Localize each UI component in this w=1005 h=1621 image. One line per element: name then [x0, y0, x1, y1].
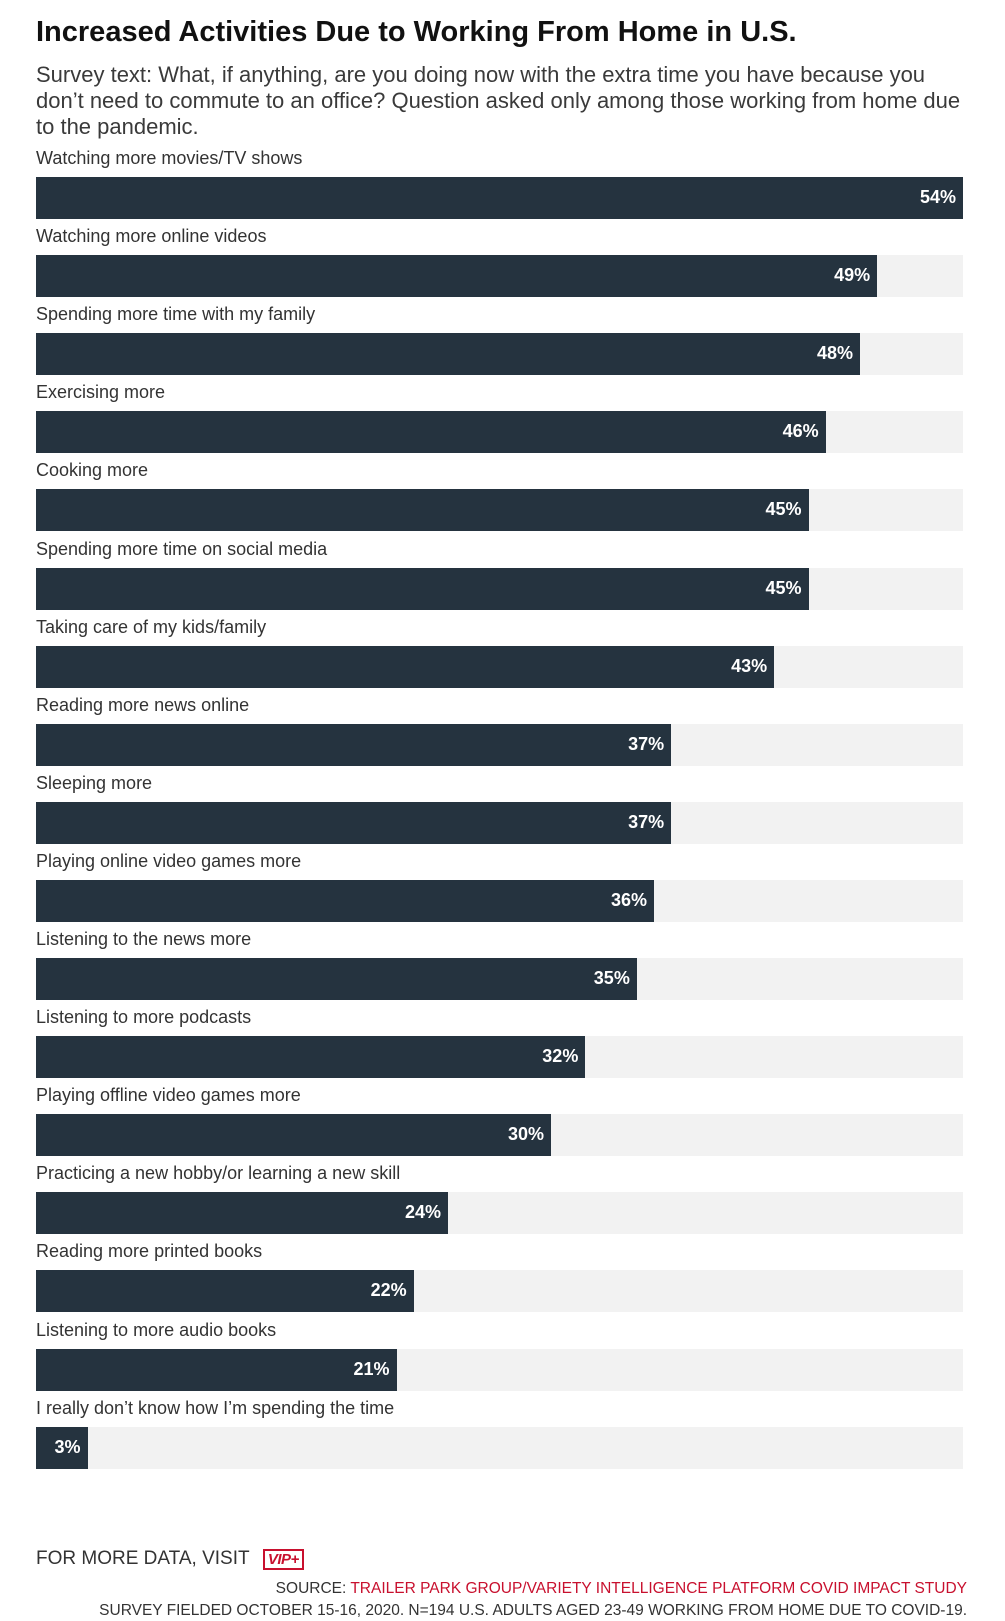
source-prefix: SOURCE:	[275, 1580, 347, 1597]
bar-track: 3%	[36, 1426, 963, 1469]
bar: 54%	[36, 177, 963, 219]
bar-value-label: 24%	[404, 1202, 441, 1223]
bar-category-label: I really don’t know how I’m spending the…	[36, 1397, 395, 1418]
bar-value-label: 48%	[816, 343, 853, 364]
bar-value-label: 54%	[919, 187, 956, 207]
bar: 21%	[36, 1348, 397, 1391]
bar-value-label: 37%	[628, 733, 665, 754]
bar-track: 43%	[36, 645, 963, 688]
more-data-text: FOR MORE DATA, VISIT	[36, 1548, 250, 1569]
bar-value-label: 45%	[765, 499, 802, 520]
bar-track: 49%	[36, 255, 963, 298]
bar-track: 36%	[36, 879, 963, 922]
bar-category-label: Exercising more	[36, 382, 166, 403]
bar-category-label: Listening to more podcasts	[36, 1007, 252, 1028]
bar-track: 21%	[36, 1348, 963, 1391]
bar-value-label: 37%	[628, 811, 665, 832]
vip-plus-logo[interactable]: VIP+	[262, 1548, 304, 1570]
bar-value-label: 35%	[593, 968, 630, 988]
bar: 35%	[36, 958, 637, 1000]
bar-category-label: Spending more time with my family	[36, 304, 316, 325]
chart-subtitle: Survey text: What, if anything, are you …	[36, 62, 961, 139]
bar: 49%	[36, 255, 878, 298]
bar-track: 45%	[36, 567, 963, 610]
bar-category-label: Practicing a new hobby/or learning a new…	[36, 1163, 401, 1184]
bar-category-label: Watching more online videos	[36, 226, 267, 247]
bar-track: 32%	[36, 1036, 963, 1079]
bar: 22%	[36, 1270, 414, 1313]
bar: 24%	[36, 1192, 448, 1235]
bar-category-label: Taking care of my kids/family	[36, 616, 267, 637]
bar-value-label: 32%	[542, 1046, 579, 1067]
bar-track: 37%	[36, 723, 963, 766]
bar-track: 22%	[36, 1270, 963, 1313]
source-link[interactable]: TRAILER PARK GROUP/VARIETY INTELLIGENCE …	[350, 1580, 967, 1597]
bar: 30%	[36, 1114, 551, 1157]
bar-value-label: 22%	[370, 1280, 407, 1301]
bar-category-label: Spending more time on social media	[36, 538, 328, 559]
more-data-link[interactable]: FOR MORE DATA, VISIT VIP+	[36, 1548, 304, 1570]
bar-track: 45%	[36, 489, 963, 532]
bar-category-label: Sleeping more	[36, 772, 153, 793]
bar-track: 48%	[36, 333, 963, 376]
bar: 48%	[36, 333, 860, 376]
bar: 37%	[36, 801, 672, 844]
bar: 32%	[36, 1036, 586, 1079]
bar-track: 35%	[36, 958, 963, 1000]
bar-value-label: 21%	[353, 1358, 390, 1379]
bar: 36%	[36, 879, 654, 922]
bar-value-label: 43%	[731, 655, 768, 676]
chart-title: Increased Activities Due to Working From…	[36, 16, 797, 48]
bar: 46%	[36, 411, 826, 454]
bar-track: 24%	[36, 1192, 963, 1235]
bar-track: 37%	[36, 801, 963, 844]
bar-category-label: Listening to more audio books	[36, 1319, 277, 1340]
bar-value-label: 49%	[834, 265, 871, 286]
bar: 37%	[36, 723, 672, 766]
bar-track: 46%	[36, 411, 963, 454]
bar-category-label: Reading more printed books	[36, 1241, 263, 1262]
bar: 45%	[36, 489, 809, 532]
bar-category-label: Reading more news online	[36, 694, 250, 715]
bar-category-label: Playing offline video games more	[36, 1085, 301, 1106]
bar-category-label: Cooking more	[36, 460, 149, 481]
bar: 43%	[36, 645, 775, 688]
bar: 3%	[36, 1426, 88, 1469]
bar-value-label: 30%	[507, 1124, 544, 1145]
bar-category-label: Playing online video games more	[36, 850, 302, 871]
survey-note: SURVEY FIELDED OCTOBER 15-16, 2020. N=19…	[99, 1602, 967, 1619]
bar-chart: Watching more movies/TV shows 54% Watching…	[36, 0, 963, 1500]
bar-track: 30%	[36, 1114, 963, 1157]
bar-value-label: 3%	[54, 1436, 81, 1457]
bar-track: 54%	[36, 177, 963, 219]
bar-category-label: Listening to the news more	[36, 929, 252, 949]
source-line: SOURCE: TRAILER PARK GROUP/VARIETY INTEL…	[276, 1580, 967, 1598]
bar-value-label: 45%	[765, 577, 802, 598]
bar: 45%	[36, 567, 809, 610]
bar-value-label: 46%	[782, 421, 819, 442]
bar-category-label: Watching more movies/TV shows	[36, 148, 303, 168]
bar-value-label: 36%	[610, 889, 647, 910]
